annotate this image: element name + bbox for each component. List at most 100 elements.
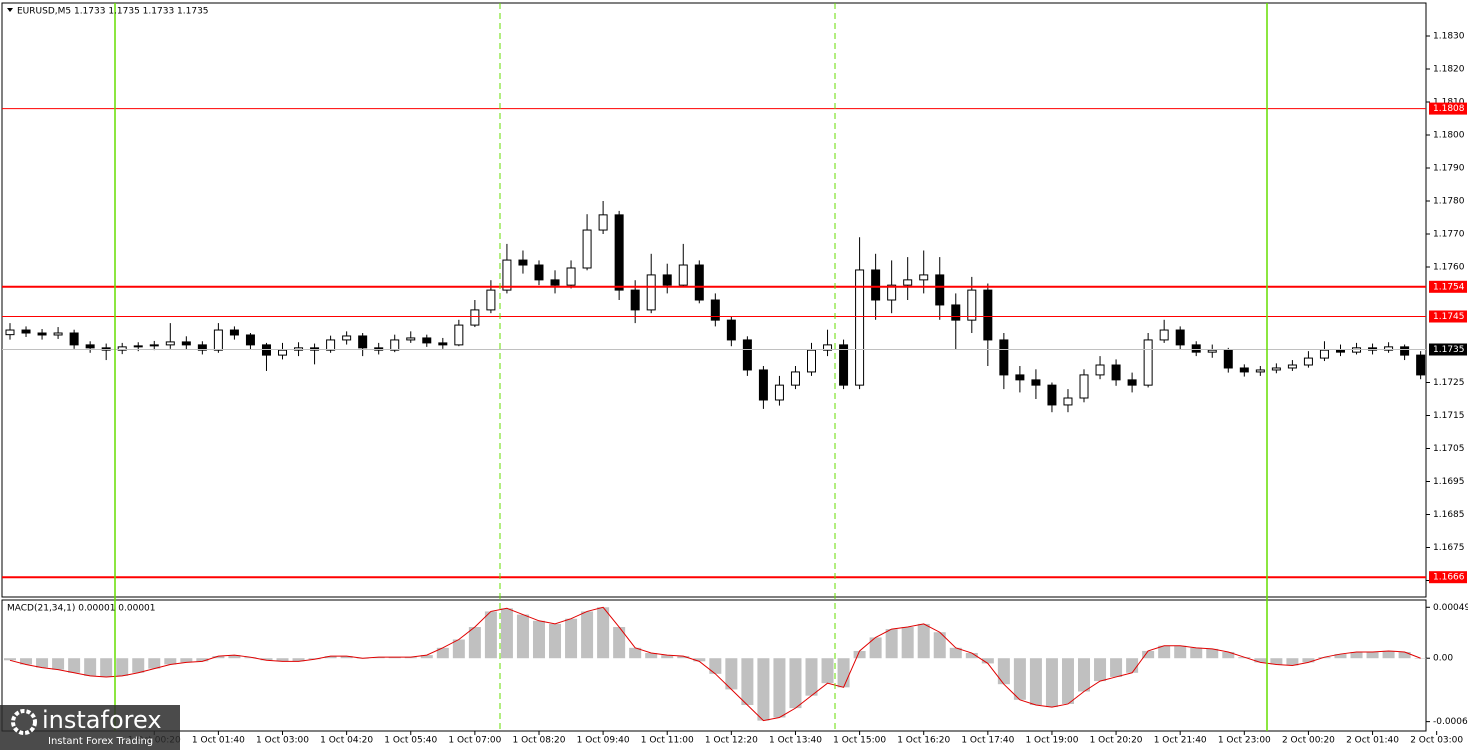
macd-title: MACD(21,34,1) 0.00001 0.00001 bbox=[7, 604, 156, 614]
macd-line bbox=[9, 606, 1421, 722]
macd-bar bbox=[1158, 645, 1171, 659]
macd-bar bbox=[516, 614, 529, 659]
macd-bar bbox=[116, 658, 129, 676]
candle-body bbox=[1175, 329, 1185, 346]
x-tick-label: 1 Oct 08:20 bbox=[513, 736, 566, 746]
y-tick-label: 1.1685 bbox=[1433, 510, 1465, 520]
macd-bar bbox=[917, 623, 930, 659]
x-tick-label: 1 Oct 16:20 bbox=[897, 736, 950, 746]
price-label-box bbox=[1429, 280, 1467, 293]
candle-body bbox=[967, 289, 977, 321]
macd-bar bbox=[1334, 654, 1347, 659]
macd-bar bbox=[1414, 658, 1427, 659]
macd-bar bbox=[597, 607, 610, 659]
candle-body bbox=[1416, 354, 1426, 376]
candle-body bbox=[1223, 349, 1233, 369]
candle-body bbox=[213, 329, 223, 351]
macd-bar bbox=[1286, 658, 1299, 666]
candle-body bbox=[1335, 349, 1345, 353]
macd-bar bbox=[757, 658, 770, 721]
candle-body bbox=[326, 339, 336, 351]
candle-body bbox=[470, 309, 480, 326]
candle-body bbox=[454, 324, 464, 346]
macd-bar bbox=[1350, 651, 1363, 659]
candle-body bbox=[999, 339, 1009, 376]
macd-bar bbox=[500, 608, 513, 659]
macd-bar bbox=[613, 627, 626, 659]
x-tick-label: 1 Oct 15:00 bbox=[833, 736, 886, 746]
price-label-box bbox=[1429, 571, 1467, 584]
candle-body bbox=[694, 264, 704, 301]
y-tick-label: 1.1810 bbox=[1433, 98, 1465, 108]
x-tick-label: 1 Oct 13:40 bbox=[769, 736, 822, 746]
macd-bar bbox=[212, 656, 225, 659]
candle-body bbox=[710, 299, 720, 321]
macd-bar bbox=[933, 632, 946, 659]
macd-bar bbox=[244, 657, 257, 659]
candle-body bbox=[1255, 369, 1265, 373]
candle-body bbox=[983, 289, 993, 341]
candle-body bbox=[1143, 339, 1153, 386]
candle-body bbox=[117, 346, 127, 351]
macd-bar bbox=[1061, 658, 1074, 704]
candle-body bbox=[855, 269, 865, 386]
macd-bar bbox=[148, 658, 161, 669]
y-tick-label: 0.00049 bbox=[1433, 603, 1468, 613]
macd-bar bbox=[260, 658, 273, 661]
candle-body bbox=[807, 349, 816, 373]
candle-body bbox=[1207, 349, 1217, 353]
candle-body bbox=[1319, 349, 1329, 359]
candle-body bbox=[887, 284, 897, 301]
price-label: 1.1808 bbox=[1433, 104, 1465, 114]
candle-body bbox=[839, 344, 849, 386]
main-panel bbox=[1, 2, 1427, 598]
candle-body bbox=[165, 341, 175, 346]
candle-body bbox=[823, 344, 833, 351]
macd-bar bbox=[68, 658, 81, 673]
candle-body bbox=[1015, 374, 1025, 381]
macd-bar bbox=[484, 611, 497, 659]
candle-body bbox=[871, 269, 881, 301]
macd-bar bbox=[1110, 658, 1123, 677]
macd-bar bbox=[1190, 647, 1203, 659]
candle-body bbox=[1111, 364, 1121, 381]
macd-bar bbox=[805, 658, 818, 696]
overlay: 1.1808 1.1754 1.1745 1.1666 1.1735 bbox=[1429, 102, 1467, 584]
macd-bar bbox=[1398, 651, 1411, 659]
logo-name: instaforex bbox=[42, 706, 162, 734]
price-label-box bbox=[1429, 310, 1467, 323]
macd-bar bbox=[372, 657, 385, 659]
y-tick-label: 1.1725 bbox=[1433, 378, 1465, 388]
y-tick-label: 1.1675 bbox=[1433, 543, 1465, 553]
x-tick-label: 1 Oct 20:20 bbox=[1090, 736, 1143, 746]
candle-body bbox=[1031, 379, 1041, 386]
macd-bar bbox=[709, 658, 722, 674]
macd-bar bbox=[773, 658, 786, 718]
candle-body bbox=[486, 289, 496, 311]
macd-bar bbox=[981, 658, 994, 664]
macd-bar bbox=[164, 658, 177, 665]
y-tick-label: 0.00 bbox=[1433, 654, 1453, 664]
macd-bar bbox=[725, 658, 738, 690]
macd-bar bbox=[837, 658, 850, 688]
macd-bar bbox=[997, 658, 1010, 685]
macd-bar bbox=[1270, 658, 1283, 665]
macd-bar bbox=[965, 653, 978, 659]
macd-bar bbox=[1302, 658, 1315, 663]
candle-body bbox=[903, 279, 913, 286]
chart-title: EURUSD,M5 1.1733 1.1735 1.1733 1.1735 bbox=[17, 7, 209, 17]
candle-body bbox=[1191, 344, 1201, 353]
macd-bar bbox=[276, 658, 289, 662]
candle-body bbox=[406, 337, 416, 341]
candle-body bbox=[1271, 367, 1281, 371]
macd-bar bbox=[52, 658, 65, 670]
macd-bar bbox=[661, 655, 674, 659]
price-label-box bbox=[1429, 102, 1467, 115]
candle-body bbox=[582, 229, 592, 269]
macd-bar bbox=[901, 627, 914, 659]
macd-bar bbox=[645, 653, 658, 659]
price-label: 1.1666 bbox=[1433, 573, 1465, 583]
x-tick-label: 1 Oct 03:00 bbox=[256, 736, 309, 746]
candle-body bbox=[790, 371, 800, 386]
